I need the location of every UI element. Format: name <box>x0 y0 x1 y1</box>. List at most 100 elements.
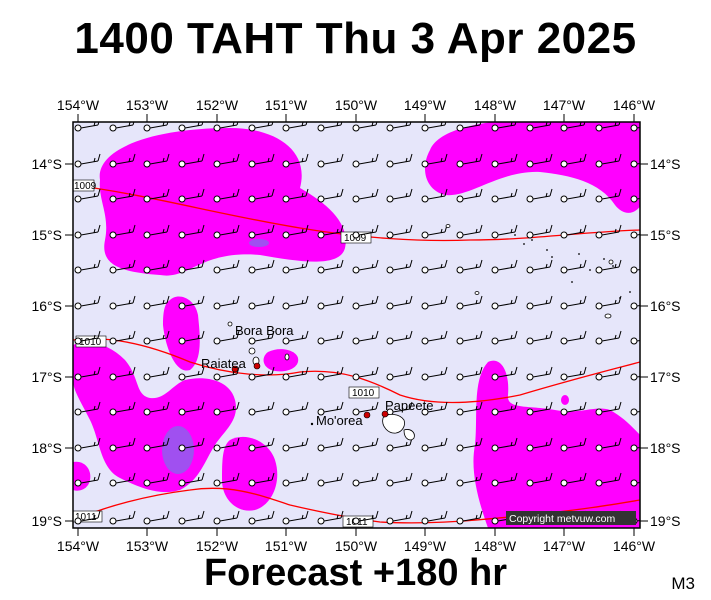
wind-barb <box>213 295 240 310</box>
raiatea-marker-2 <box>253 362 261 370</box>
wind-barb <box>456 295 483 310</box>
wind-barb <box>526 330 553 345</box>
wind-barb <box>248 472 275 487</box>
wind-barb <box>143 510 170 525</box>
wind-barb <box>282 510 309 525</box>
wind-barb <box>352 510 379 525</box>
wind-barb <box>526 295 553 310</box>
isobar-label: 1009 <box>74 181 97 192</box>
lon-label-top: 148°W <box>474 97 517 113</box>
wind-barb <box>386 472 413 487</box>
papeete-marker <box>381 410 389 418</box>
wind-barb <box>352 437 379 452</box>
wind-barb <box>526 401 553 416</box>
wind-barb <box>109 366 136 381</box>
wind-barb <box>352 472 379 487</box>
lat-label-left: 14°S <box>31 156 62 172</box>
wind-barb <box>560 330 587 345</box>
wind-barb <box>317 510 344 525</box>
wind-barb <box>560 366 587 381</box>
wind-barb <box>248 366 275 381</box>
wind-barb <box>317 259 344 274</box>
wind-barb <box>352 188 379 203</box>
wind-barb <box>178 366 205 381</box>
wind-barb <box>421 188 448 203</box>
wind-barb <box>560 437 587 452</box>
wind-barb <box>352 295 379 310</box>
wind-barb <box>595 153 622 168</box>
wind-barb <box>178 188 205 203</box>
lon-label-top: 147°W <box>543 97 586 113</box>
model-code: M3 <box>671 574 695 593</box>
wind-barb <box>248 401 275 416</box>
longitude-bottom-labels: 154°W 153°W 152°W 151°W 150°W 149°W 148°… <box>57 538 656 554</box>
wind-barb <box>109 153 136 168</box>
wind-barb <box>143 437 170 452</box>
wind-barb <box>74 153 101 168</box>
lon-label-bottom: 147°W <box>543 538 586 554</box>
wind-barb <box>213 259 240 274</box>
lon-label-top: 152°W <box>196 97 239 113</box>
wind-barb <box>456 122 482 132</box>
wind-barb <box>317 401 344 416</box>
wind-barb <box>213 472 240 487</box>
wind-barb <box>560 188 587 203</box>
wind-barb <box>317 295 344 310</box>
wind-barb <box>248 437 275 452</box>
wind-barb <box>317 472 344 487</box>
wind-barb <box>282 188 309 203</box>
wind-barb <box>317 366 344 381</box>
wind-barb <box>421 510 448 525</box>
wind-barb <box>143 401 170 416</box>
wind-barb <box>526 224 553 239</box>
wind-barb <box>595 472 622 487</box>
wind-barb <box>456 224 483 239</box>
wind-barb <box>317 122 343 132</box>
wind-barb <box>595 366 622 381</box>
wind-barb <box>386 295 413 310</box>
wind-barb <box>282 366 309 381</box>
wind-barb <box>456 330 483 345</box>
isobar-label: 1011 <box>75 512 97 523</box>
wind-barb <box>386 153 413 168</box>
wind-barb <box>421 472 448 487</box>
lat-label-left: 19°S <box>31 513 62 529</box>
place-markers <box>231 362 389 419</box>
lat-label-left: 16°S <box>31 298 62 314</box>
wind-barb <box>595 330 622 345</box>
wind-barb <box>456 188 483 203</box>
wind-barb <box>282 122 308 132</box>
heavy-rain-areas <box>162 239 269 474</box>
wind-barb <box>456 259 483 274</box>
wind-barb <box>178 330 205 345</box>
lon-label-top: 154°W <box>57 97 100 113</box>
latitude-left-labels: 14°S 15°S 16°S 17°S 18°S 19°S <box>31 156 62 529</box>
wind-barb <box>560 153 587 168</box>
latitude-right-labels: 14°S 15°S 16°S 17°S 18°S 19°S <box>650 156 681 529</box>
raiatea-marker <box>231 365 239 373</box>
lon-label-bottom: 149°W <box>404 538 447 554</box>
lat-label-right: 17°S <box>650 369 681 385</box>
wind-barb <box>178 472 205 487</box>
wind-barb <box>213 188 240 203</box>
wind-barb <box>456 510 483 525</box>
wind-barb <box>143 366 170 381</box>
wind-barb <box>491 366 518 381</box>
wind-barb <box>560 295 587 310</box>
lon-label-bottom: 153°W <box>126 538 169 554</box>
wind-barb <box>74 401 101 416</box>
wind-barb <box>421 401 448 416</box>
wind-barb <box>213 122 239 132</box>
wind-barb <box>109 472 136 487</box>
lon-label-bottom: 146°W <box>613 538 656 554</box>
wind-barb <box>456 472 483 487</box>
wind-barb <box>317 330 344 345</box>
lat-label-right: 19°S <box>650 513 681 529</box>
wind-barb <box>386 188 413 203</box>
wind-barb <box>248 330 275 345</box>
wind-barb <box>491 330 518 345</box>
wind-barb <box>143 259 170 274</box>
wind-barb <box>74 510 101 525</box>
wind-barb <box>421 330 448 345</box>
lon-label-top: 150°W <box>335 97 378 113</box>
